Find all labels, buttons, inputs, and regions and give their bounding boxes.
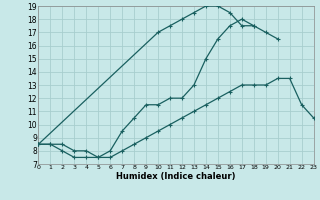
X-axis label: Humidex (Indice chaleur): Humidex (Indice chaleur): [116, 172, 236, 181]
